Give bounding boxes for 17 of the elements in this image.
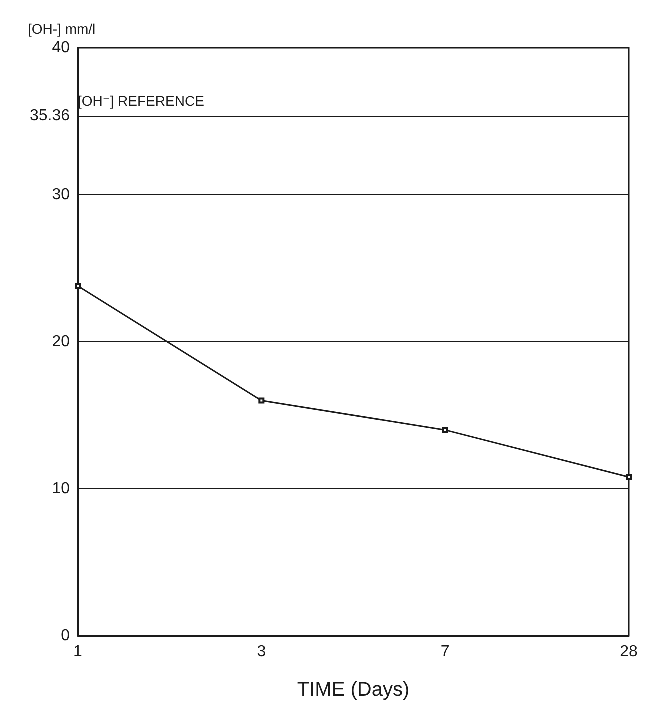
y-tick-label: 40 [52, 40, 70, 56]
x-axis-title: TIME (Days) [297, 679, 410, 701]
x-tick-label: 3 [257, 644, 266, 660]
x-tick-label: 28 [620, 644, 638, 660]
point [626, 474, 632, 480]
point [75, 283, 81, 290]
x-tick-label: 7 [440, 644, 450, 660]
point [258, 398, 265, 404]
x-tick-label: 1 [74, 644, 83, 660]
point [442, 427, 448, 434]
y-tick-label: 20 [52, 334, 70, 350]
y-tick-label: 30 [52, 186, 70, 204]
y-tick-label: 0 [61, 628, 70, 644]
y-tick-label: 35.36 [30, 108, 70, 125]
y-axis-title: [OH-] mm/l [28, 21, 96, 37]
y-tick-label: 10 [52, 480, 70, 498]
ref-line-label: [OH⁻] REFERENCE [78, 93, 204, 110]
